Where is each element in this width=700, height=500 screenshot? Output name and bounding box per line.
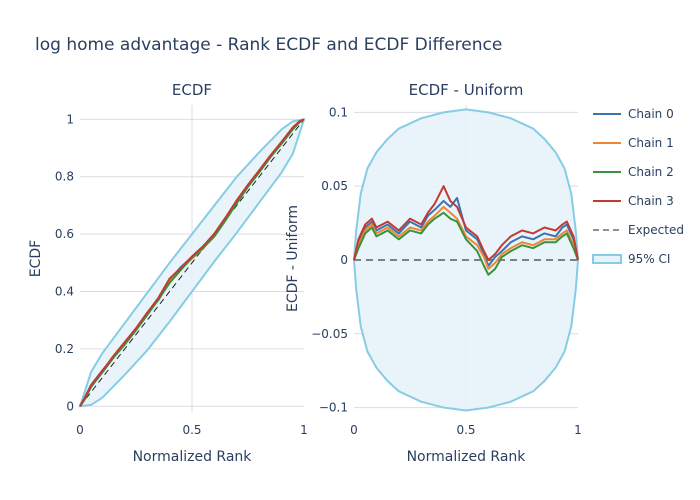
legend-label: 95% CI [628, 252, 670, 266]
legend-item-chain-3[interactable]: Chain 3 [593, 194, 674, 208]
ecdf-expected-line [79, 119, 305, 407]
legend-label: Chain 1 [628, 136, 674, 150]
ecdf-x-tick-label: 1 [300, 423, 308, 437]
ecdf-diff-x-axis-title: Normalized Rank [407, 449, 527, 465]
legend-item-ci-line[interactable]: 95% CI [592, 252, 670, 266]
ecdf-y-tick-label: 0.8 [55, 170, 74, 184]
ecdf-y-tick-label: 0.6 [55, 227, 74, 241]
legend-item-expected[interactable]: Expected [593, 223, 684, 237]
ecdf-panel: 0 0.5 1 0 0.2 0.4 0.6 0.8 1 ECDF Normalized Rank EC… [28, 81, 308, 465]
legend: Chain 0 Chain 1 Chain 2 Chain 3 Expected 95% … [592, 107, 684, 266]
ecdf-diff-x-tick-label: 0.5 [456, 423, 475, 437]
ecdf-diff-x-tick-label: 0 [350, 423, 358, 437]
legend-label: Chain 0 [628, 107, 674, 121]
ecdf-diff-series-chain-0 [353, 196, 579, 267]
legend-item-chain-1[interactable]: Chain 1 [593, 136, 674, 150]
ecdf-y-tick-label: 0.2 [55, 342, 74, 356]
ecdf-diff-y-tick-label: 0.1 [329, 105, 348, 119]
ecdf-x-tick-label: 0 [76, 423, 84, 437]
ecdf-diff-y-tick-label: 0 [340, 253, 348, 267]
ecdf-title: ECDF [172, 81, 212, 99]
legend-label: Chain 3 [628, 194, 674, 208]
ecdf-diff-series-chain-1 [353, 205, 579, 270]
ecdf-diff-y-tick-label: −0.1 [319, 401, 348, 415]
ecdf-y-tick-label: 0 [66, 399, 74, 413]
ecdf-diff-x-tick-label: 1 [574, 423, 582, 437]
figure-title: log home advantage - Rank ECDF and ECDF … [35, 35, 502, 55]
legend-label: Chain 2 [628, 165, 674, 179]
ecdf-series-chain-3 [79, 118, 305, 407]
ecdf-diff-y-axis-title: ECDF - Uniform [285, 205, 301, 312]
legend-item-chain-2[interactable]: Chain 2 [593, 165, 674, 179]
legend-label: Expected [628, 223, 684, 237]
ecdf-y-axis-title: ECDF [28, 240, 44, 277]
ecdf-diff-series-chain-3 [353, 185, 579, 261]
ecdf-y-tick-label: 0.4 [55, 284, 74, 298]
ecdf-diff-title: ECDF - Uniform [409, 81, 524, 99]
ecdf-diff-y-tick-label: −0.05 [311, 327, 348, 341]
ecdf-difference-panel: 0 0.5 1 −0.1 −0.05 0 0.05 0.1 ECDF - Uniform Norm… [285, 81, 582, 465]
legend-item-chain-0[interactable]: Chain 0 [593, 107, 674, 121]
ecdf-diff-series-chain-2 [353, 211, 579, 276]
legend-swatch [592, 254, 622, 264]
ecdf-diff-y-tick-label: 0.05 [321, 179, 348, 193]
ecdf-y-tick-label: 1 [66, 112, 74, 126]
ecdf-x-tick-label: 0.5 [182, 423, 201, 437]
ecdf-x-axis-title: Normalized Rank [133, 449, 253, 465]
